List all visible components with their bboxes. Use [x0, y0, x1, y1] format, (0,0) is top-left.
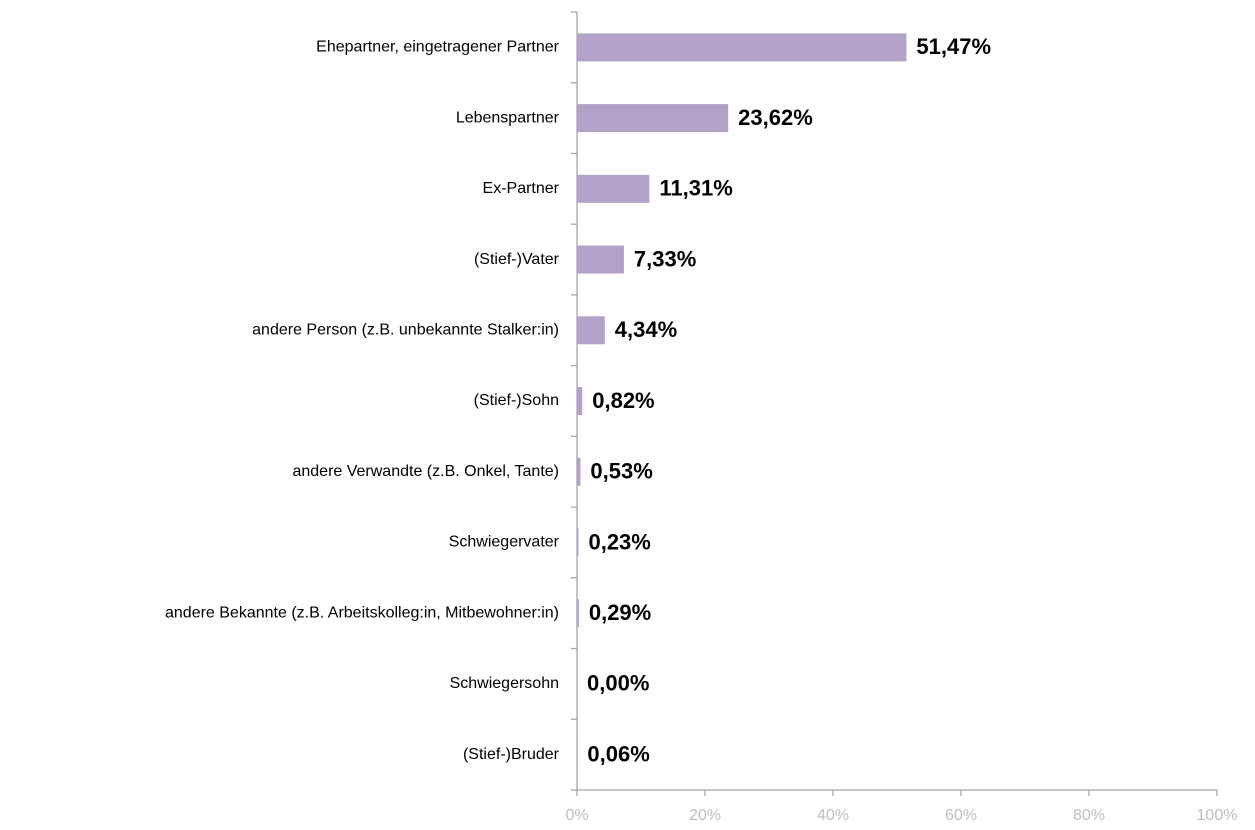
x-tick-label: 20% [689, 807, 721, 824]
value-label: 0,29% [589, 600, 651, 625]
category-label: Schwiegersohn [450, 675, 559, 692]
value-label: 0,23% [588, 529, 650, 554]
value-label: 51,47% [916, 34, 991, 59]
x-tick-label: 60% [945, 807, 977, 824]
category-label: andere Verwandte (z.B. Onkel, Tante) [292, 463, 559, 480]
bar [577, 104, 729, 133]
category-label: Ehepartner, eingetragener Partner [316, 39, 560, 56]
x-tick-label: 100% [1197, 807, 1238, 824]
category-label: (Stief-)Bruder [463, 746, 560, 763]
value-label: 0,00% [587, 671, 649, 696]
value-label: 0,06% [587, 741, 649, 766]
value-label: 23,62% [738, 105, 813, 130]
value-label: 4,34% [615, 317, 677, 342]
bar [577, 33, 907, 62]
category-label: andere Person (z.B. unbekannte Stalker:i… [252, 321, 559, 338]
value-label: 7,33% [634, 246, 696, 271]
value-label: 0,53% [590, 459, 652, 484]
bar [577, 387, 583, 415]
category-label: (Stief-)Vater [474, 251, 560, 268]
bar [577, 528, 579, 557]
x-tick-label: 40% [817, 807, 849, 824]
bar [577, 457, 581, 486]
value-label: 11,31% [659, 176, 732, 201]
bar [577, 174, 650, 203]
category-label: Schwiegervater [449, 534, 560, 551]
bar [577, 316, 605, 345]
x-tick-label: 80% [1073, 807, 1105, 824]
category-label: (Stief-)Sohn [474, 392, 559, 409]
category-label: Lebenspartner [456, 109, 560, 126]
x-tick-label: 0% [565, 807, 588, 824]
category-label: andere Bekannte (z.B. Arbeitskolleg:in, … [165, 604, 559, 621]
category-label: Ex-Partner [483, 180, 560, 197]
bar [577, 599, 579, 628]
bar [577, 245, 624, 274]
value-label: 0,82% [592, 388, 654, 413]
